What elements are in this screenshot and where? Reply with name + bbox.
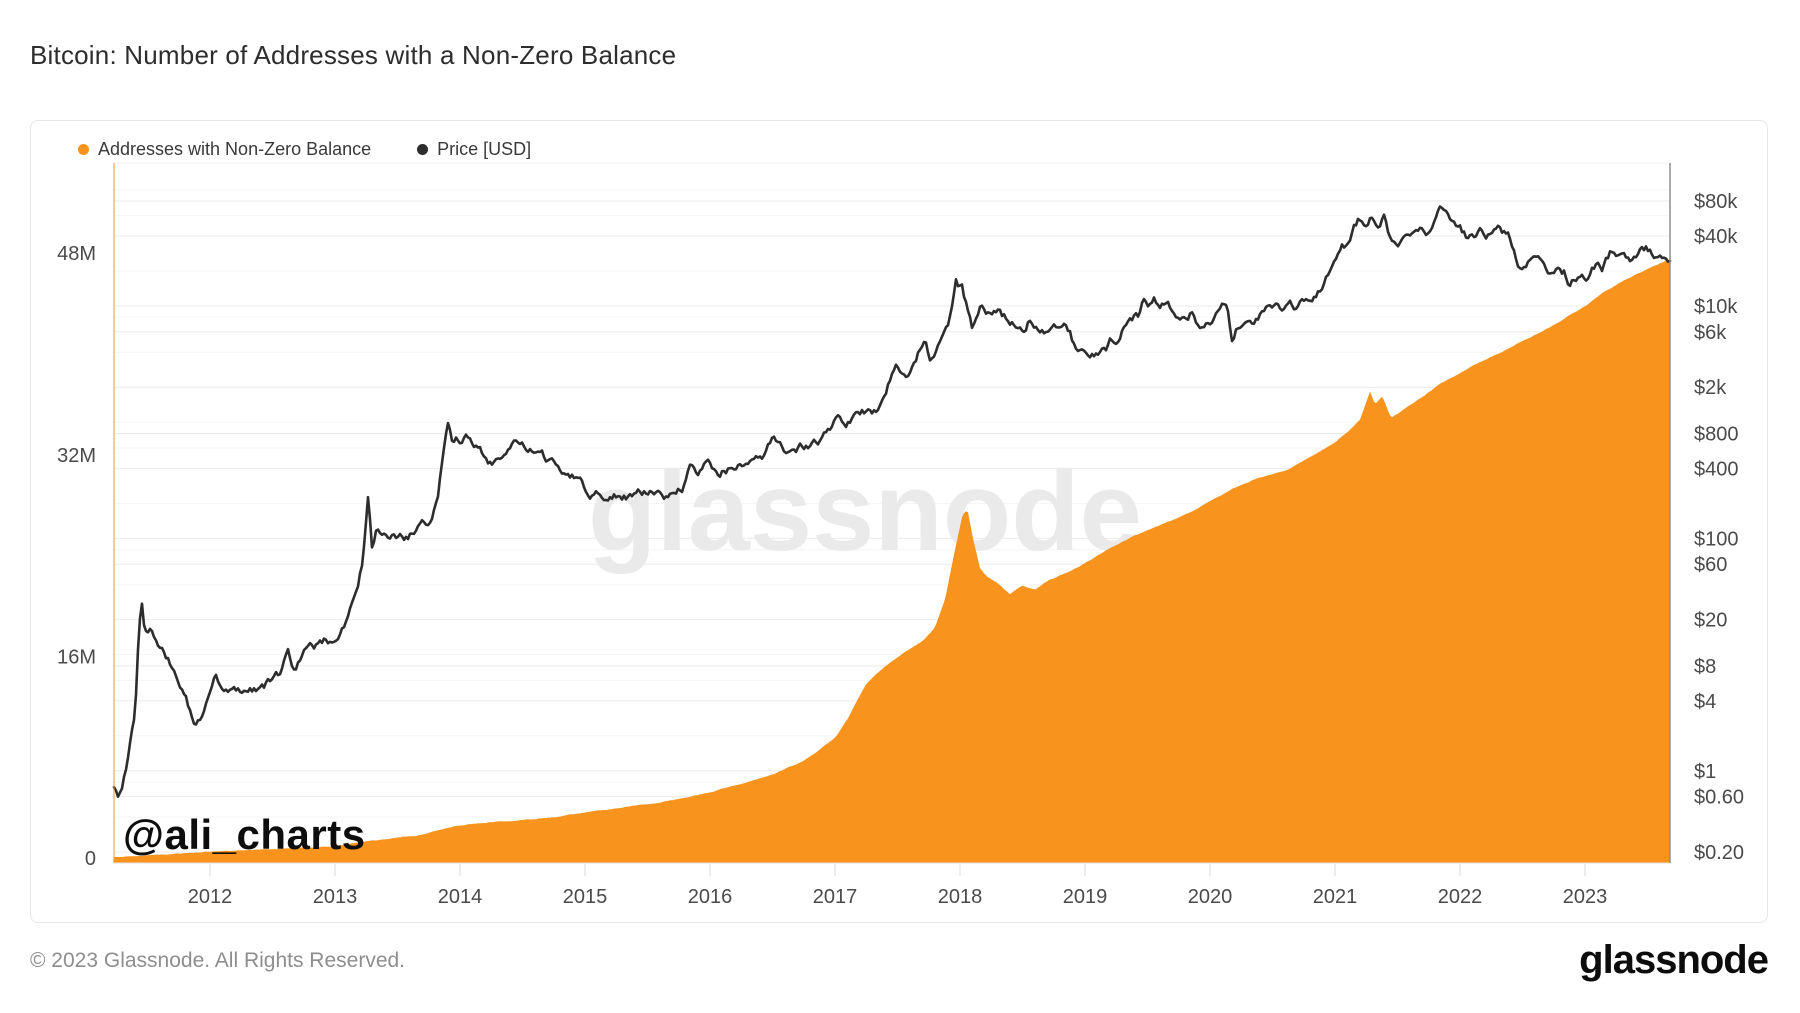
x-tick-label: 2021: [1313, 886, 1358, 908]
left-tick-label: 16M: [57, 646, 96, 668]
right-tick-label: $8: [1694, 656, 1716, 678]
right-tick-label: $4: [1694, 691, 1716, 713]
right-tick-label: $60: [1694, 554, 1727, 576]
right-tick-label: $20: [1694, 610, 1727, 632]
author-annotation: @ali_charts: [123, 811, 366, 858]
price-line-series[interactable]: [112, 205, 1672, 798]
x-axis-labels: 2012 2013 2014 2015 2016 2017 2018 2019 2020 2021…: [188, 864, 1608, 908]
left-tick-label: 32M: [57, 445, 96, 467]
legend-label-price: Price [USD]: [437, 139, 532, 159]
x-tick-label: 2013: [313, 886, 358, 908]
x-tick-label: 2019: [1063, 886, 1108, 908]
right-axis-labels: $80k $40k $10k $6k $2k $800 $400 $100 $60 $20 $8 $4…: [1694, 191, 1744, 864]
x-tick-label: 2022: [1438, 886, 1483, 908]
right-tick-label: $800: [1694, 424, 1739, 446]
left-tick-label: 48M: [57, 243, 96, 265]
legend-dot-price-icon: [417, 144, 429, 155]
legend-label-addresses: Addresses with Non-Zero Balance: [98, 139, 372, 159]
right-tick-label: $100: [1694, 528, 1739, 550]
right-tick-label: $0.60: [1694, 787, 1744, 809]
x-tick-label: 2018: [938, 886, 983, 908]
right-tick-label: $1: [1694, 761, 1716, 783]
x-tick-label: 2012: [188, 886, 233, 908]
plot-borders: [113, 162, 1671, 864]
glassnode-logo[interactable]: glassnode: [1579, 938, 1769, 982]
x-tick-label: 2016: [688, 886, 733, 908]
right-tick-label: $2k: [1694, 377, 1727, 399]
legend-item-addresses[interactable]: Addresses with Non-Zero Balance: [78, 139, 371, 160]
copyright-text: © 2023 Glassnode. All Rights Reserved.: [30, 948, 406, 972]
left-axis-labels: 0 16M 32M 48M: [57, 243, 96, 870]
x-tick-label: 2014: [438, 886, 483, 908]
chart-legend: Addresses with Non-Zero Balance Price [U…: [78, 139, 531, 160]
x-tick-label: 2023: [1563, 886, 1608, 908]
x-tick-label: 2017: [813, 886, 858, 908]
x-tick-label: 2015: [563, 886, 608, 908]
page-title: Bitcoin: Number of Addresses with a Non-…: [30, 40, 677, 70]
page-footer: © 2023 Glassnode. All Rights Reserved. g…: [30, 938, 1769, 983]
legend-dot-addresses-icon: [78, 144, 89, 155]
legend-item-price[interactable]: Price [USD]: [417, 139, 531, 160]
right-tick-label: $10k: [1694, 296, 1738, 318]
address-area-series[interactable]: [114, 259, 1670, 863]
right-tick-label: $80k: [1694, 191, 1738, 213]
x-tick-label: 2020: [1188, 886, 1233, 908]
left-tick-label: 0: [85, 848, 96, 870]
watermark: glassnode: [588, 449, 1142, 574]
right-tick-label: $40k: [1694, 226, 1738, 248]
right-tick-label: $400: [1694, 458, 1739, 480]
right-tick-label: $0.20: [1694, 842, 1744, 864]
right-tick-label: $6k: [1694, 322, 1727, 344]
